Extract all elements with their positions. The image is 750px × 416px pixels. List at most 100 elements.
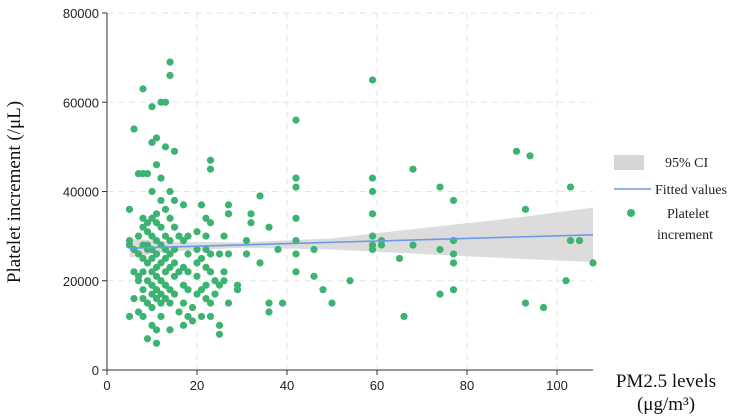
data-point [148, 268, 156, 276]
data-point [202, 214, 210, 222]
data-point [170, 259, 179, 267]
data-point [152, 295, 161, 303]
data-point [157, 290, 165, 298]
data-point [449, 250, 458, 258]
data-point [152, 161, 161, 169]
axes [102, 12, 593, 375]
y-axis-title: Platelet increment (/μL) [4, 101, 25, 283]
data-point [152, 219, 161, 227]
data-point [148, 254, 156, 263]
data-point [139, 254, 147, 263]
data-point [193, 228, 201, 236]
data-point [292, 214, 300, 222]
data-point [215, 281, 224, 289]
data-point [152, 272, 161, 280]
data-point [179, 321, 188, 329]
y-tick-label: 0 [92, 363, 99, 378]
data-point [292, 268, 300, 276]
data-point [179, 236, 188, 245]
data-point [170, 196, 179, 205]
data-point [319, 286, 327, 294]
data-point [157, 223, 165, 231]
data-point [148, 321, 156, 329]
data-point [125, 241, 134, 249]
y-tick-label: 40000 [63, 185, 99, 200]
data-point [175, 308, 183, 316]
data-point [292, 174, 300, 182]
legend-ci-swatch [614, 155, 644, 170]
data-point [166, 71, 174, 80]
x-tick-label: 80 [460, 378, 474, 393]
data-point [206, 268, 215, 276]
x-axis-title-line2: (μg/m³) [637, 394, 695, 415]
data-point [139, 268, 147, 276]
legend-points-label-line2: increment [657, 228, 713, 243]
data-point [152, 236, 161, 245]
data-point [206, 165, 215, 173]
data-point [166, 299, 174, 307]
data-point [161, 254, 170, 263]
data-point [130, 295, 138, 303]
data-point [202, 232, 210, 240]
ci-band-group [129, 207, 593, 263]
data-point [143, 299, 152, 307]
data-point [179, 201, 188, 209]
y-tick-label: 80000 [63, 6, 99, 21]
data-point [148, 187, 156, 196]
data-point [292, 183, 300, 191]
data-point [220, 232, 228, 240]
data-point [152, 134, 161, 142]
data-point [157, 277, 165, 285]
y-tick-label: 20000 [63, 274, 99, 289]
data-point [395, 254, 404, 263]
data-point [247, 210, 255, 218]
data-point [152, 263, 161, 271]
data-point [310, 245, 318, 254]
data-point [148, 303, 156, 312]
data-point [166, 263, 174, 271]
x-tick-label: 20 [190, 378, 204, 393]
x-tick-label: 100 [546, 378, 568, 393]
data-point [184, 250, 192, 258]
data-point [148, 281, 156, 289]
data-point [161, 281, 170, 289]
data-point [197, 312, 206, 321]
data-point [247, 219, 255, 227]
data-point [143, 228, 152, 236]
data-point [193, 245, 201, 254]
data-point [125, 312, 134, 321]
data-point [512, 147, 521, 155]
data-point [328, 299, 336, 307]
x-axis-title-line1: PM2.5 levels [616, 371, 716, 392]
data-point [134, 250, 143, 258]
data-point [310, 272, 318, 280]
data-point [278, 299, 287, 307]
data-point [242, 250, 251, 258]
data-point [202, 263, 210, 271]
data-point [157, 259, 165, 267]
data-point [157, 312, 165, 321]
data-point [148, 232, 156, 240]
data-point [449, 286, 458, 294]
data-point [193, 259, 201, 267]
data-point [368, 245, 377, 254]
data-point [562, 277, 570, 285]
data-point [161, 205, 170, 213]
data-point [368, 174, 377, 182]
data-point [152, 326, 161, 334]
data-point [233, 286, 242, 294]
data-point [157, 299, 165, 307]
data-point [224, 210, 233, 218]
data-point [202, 295, 210, 303]
x-tick-label: 0 [103, 378, 110, 393]
data-point [368, 76, 377, 84]
data-point [161, 268, 170, 276]
tick-labels: 0 20 40 60 80 100 0 20000 40000 60000 80000 [63, 6, 568, 393]
data-point [215, 250, 224, 258]
data-point [170, 147, 179, 155]
data-point [409, 241, 417, 249]
data-point [224, 201, 233, 209]
data-point [193, 290, 201, 298]
data-point [143, 335, 152, 343]
data-point [265, 223, 273, 231]
